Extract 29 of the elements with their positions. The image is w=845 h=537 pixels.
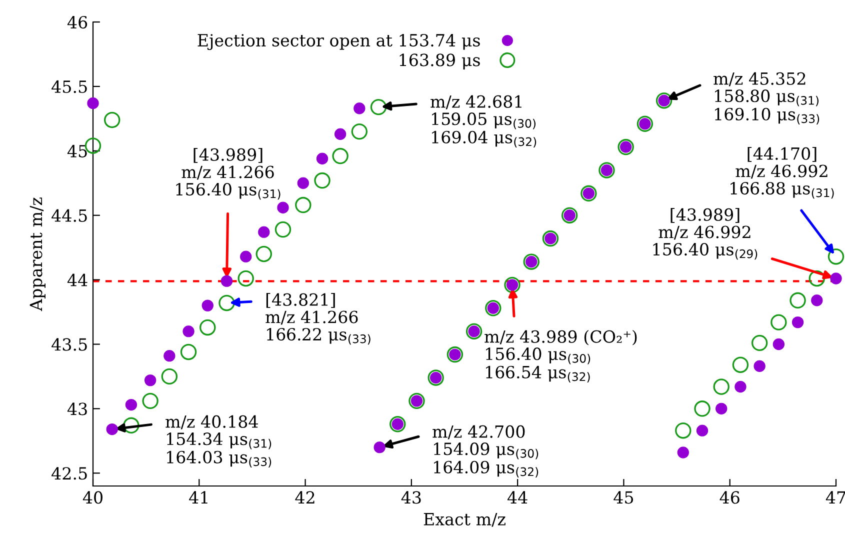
annotation: m/z 40.184 154.34 μs$_{(31)}$ 164.03 μs$_{(33)}$ xyxy=(166,415,272,468)
y-tick-label: 45.5 xyxy=(52,80,87,94)
x-tick-label: 47 xyxy=(826,491,845,504)
annotation: [44.170] m/z 46.992 166.88 μs$_{(31)}$ xyxy=(730,147,834,199)
y-tick-label: 42.5 xyxy=(52,467,87,480)
x-tick-label: 40 xyxy=(82,491,102,504)
x-tick-label: 43 xyxy=(401,491,421,504)
x-tick-label: 42 xyxy=(295,491,314,504)
y-tick-label: 45 xyxy=(67,144,87,158)
annotation: m/z 42.681 159.05 μs$_{(30)}$ 169.04 μs$_{(32)}$ xyxy=(430,95,536,148)
legend-label: 163.89 μs xyxy=(400,54,480,70)
annotation: [43.821] m/z 41.266 166.22 μs$_{(33)}$ xyxy=(266,293,370,345)
legend-label: Ejection sector open at 153.74 μs xyxy=(198,34,480,50)
annotation: [43.989] m/z 41.266 156.40 μs$_{(31)}$ xyxy=(176,148,280,200)
annotation: m/z 43.989 (CO₂⁺) 156.40 μs$_{(30)}$ 166.54 μs$_{(32)}$ xyxy=(484,330,637,382)
y-tick-label: 43 xyxy=(67,402,87,416)
x-tick-label: 41 xyxy=(189,491,208,504)
annotation: [43.989] m/z 46.992 156.40 μs$_{(29)}$ xyxy=(653,208,758,260)
x-tick-label: 46 xyxy=(720,491,740,504)
x-tick-label: 45 xyxy=(614,491,634,504)
x-tick-label: 44 xyxy=(507,491,528,504)
y-tick-label: 44 xyxy=(67,274,88,286)
annotation: m/z 42.700 154.09 μs$_{(30)}$ 164.09 μs$_{(32)}$ xyxy=(432,425,538,478)
x-axis-title: Exact m/z xyxy=(424,513,506,527)
y-tick-label: 44.5 xyxy=(52,209,87,222)
y-tick-label: 46 xyxy=(67,16,88,29)
y-axis-title: Apparent m/z xyxy=(30,198,46,312)
y-tick-label: 43.5 xyxy=(52,338,87,351)
annotation: m/z 45.352 158.80 μs$_{(31)}$ 169.10 μs$_{(33)}$ xyxy=(714,72,820,124)
